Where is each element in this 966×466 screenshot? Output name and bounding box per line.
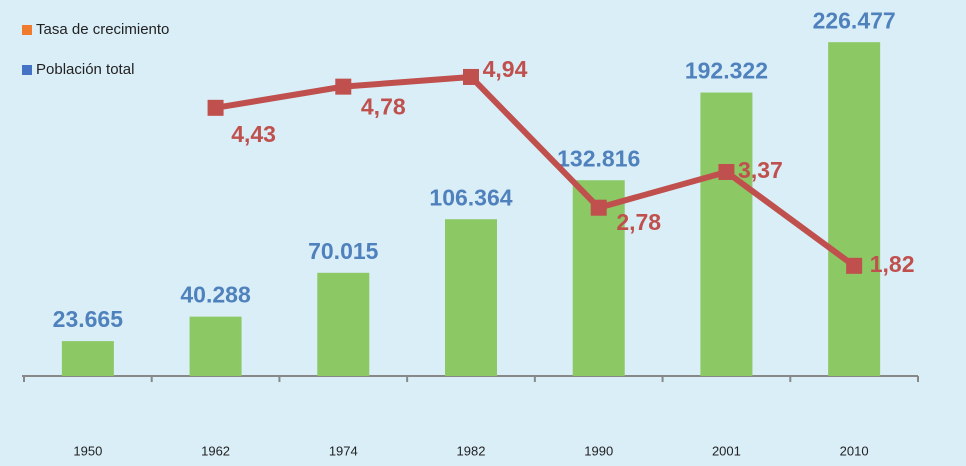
line-value-label: 2,78 [616,209,661,235]
bar [445,219,497,376]
legend-label: Tasa de crecimiento [36,21,169,38]
x-tick-label: 1974 [329,443,358,458]
x-tick-label: 2010 [840,443,869,458]
line-marker [335,78,352,95]
line-marker [846,257,863,274]
legend-swatch [22,25,32,35]
bar-value-label: 106.364 [429,184,512,210]
bar-value-label: 192.322 [685,58,768,84]
line-marker [590,199,607,216]
bar [700,92,753,377]
legend-label: Población total [36,61,134,78]
line-value-label: 4,94 [483,56,528,82]
line [215,73,856,269]
line-marker [463,68,479,85]
x-tick-label: 1982 [457,443,486,458]
bar-value-label: 40.288 [180,282,251,308]
bar-value-label: 23.665 [53,306,124,332]
x-tick-label: 1962 [201,443,230,458]
legend-swatch [22,65,32,75]
x-tick-label: 1990 [584,443,613,458]
x-tick-label: 2001 [712,443,741,458]
line-marker [207,99,224,116]
line-marker [718,163,735,180]
bar [61,341,114,376]
bar [317,272,370,376]
line-value-label: 3,37 [738,157,783,183]
bar-value-label: 70.015 [308,238,379,264]
line-value-label: 1,82 [870,251,915,277]
bar-value-label: 226.477 [813,7,896,33]
x-tick-label: 1950 [73,443,102,458]
line-value-label: 4,78 [361,94,406,120]
bar [189,316,242,376]
line-value-label: 4,43 [231,121,276,147]
bar-value-label: 132.816 [557,145,640,171]
bar [828,42,881,376]
